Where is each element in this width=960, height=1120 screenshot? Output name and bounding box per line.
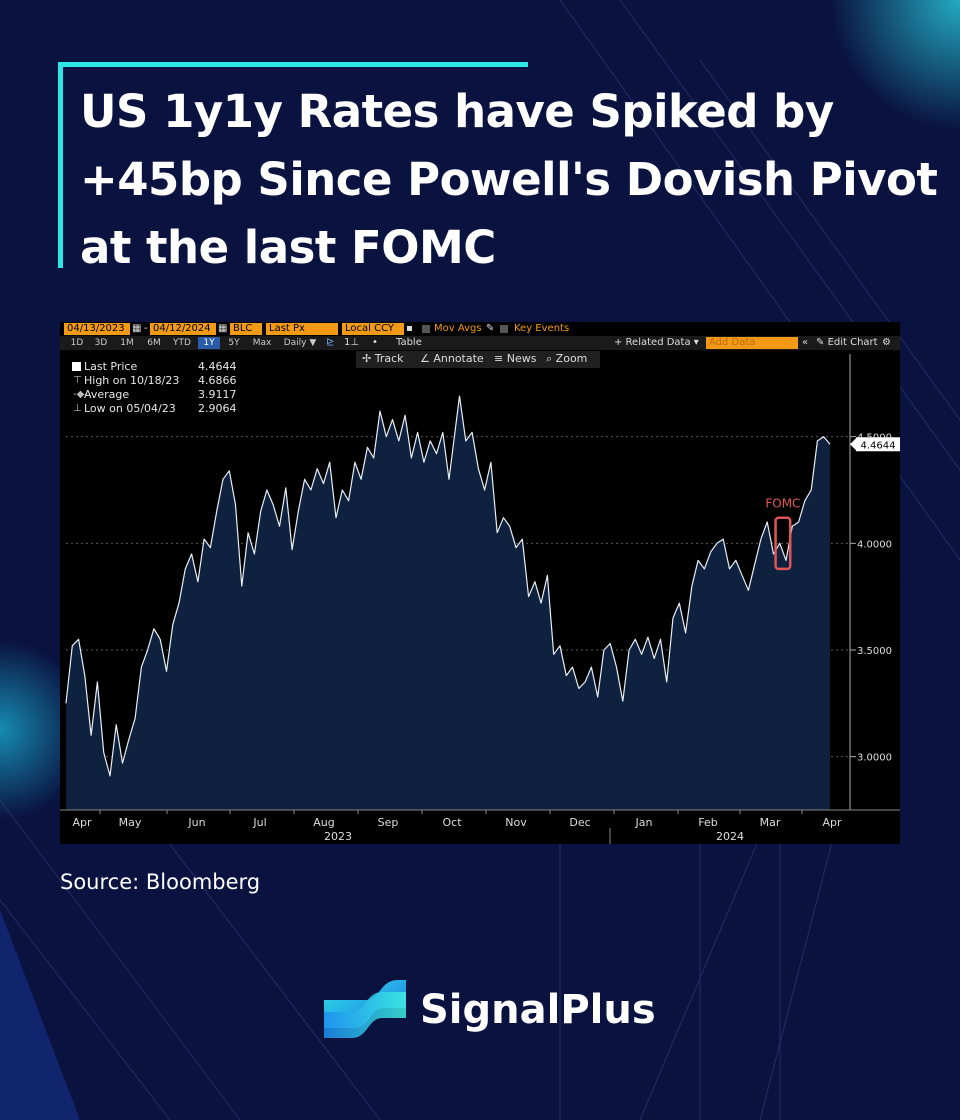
x-month-label: Feb <box>698 816 717 829</box>
annotate-button[interactable]: ∠ Annotate <box>420 352 484 365</box>
more-options-icon[interactable]: • <box>372 337 378 348</box>
track-label: Track <box>374 352 404 365</box>
legend-value: 2.9064 <box>198 402 237 415</box>
toolbar-row-1: 04/13/2023 ▦ - 04/12/2024 ▦ BLC Last Px … <box>60 322 900 336</box>
source-field[interactable]: BLC <box>230 323 262 335</box>
dropdown-icon[interactable]: ▪ <box>406 323 413 334</box>
news-label: News <box>506 352 537 365</box>
source-caption: Source: Bloomberg <box>60 870 261 894</box>
x-month-label: Jul <box>252 816 266 829</box>
period-tab-active[interactable]: 1Y <box>198 337 220 349</box>
high-marker-icon: ⊤ <box>73 375 82 386</box>
x-month-label: Mar <box>760 816 781 829</box>
zoom-button[interactable]: ⌕ Zoom <box>546 352 588 365</box>
last-value-label: 4.4644 <box>861 440 896 451</box>
x-month-label: Dec <box>569 816 590 829</box>
legend-label: Low on 05/04/23 <box>84 402 176 415</box>
end-date-field[interactable]: 04/12/2024 <box>150 323 216 335</box>
fomc-annotation-label: FOMC <box>765 497 800 511</box>
x-month-label: Nov <box>505 816 527 829</box>
brand-logo: SignalPlus <box>322 978 656 1042</box>
checkbox-icon[interactable] <box>500 325 508 333</box>
series-area-fill <box>66 396 830 810</box>
table-button[interactable]: Table <box>396 337 422 348</box>
fomc-annotation-box <box>774 516 792 571</box>
price-field[interactable]: Last Px <box>266 323 338 335</box>
x-month-label: Sep <box>378 816 399 829</box>
accent-bar-top <box>58 62 528 67</box>
checkbox-icon[interactable] <box>72 362 81 371</box>
news-button[interactable]: ≡ News <box>494 352 537 365</box>
date-separator: - <box>144 323 148 334</box>
calendar-icon[interactable]: ▦ <box>218 323 228 334</box>
period-tab[interactable]: 1D <box>70 338 84 348</box>
edit-pencil-icon[interactable]: ✎ <box>486 323 495 334</box>
y-tick-label: 3.0000 <box>857 753 892 764</box>
period-tab[interactable]: 5Y <box>228 338 240 348</box>
edit-chart-button[interactable]: ✎ Edit Chart <box>816 337 878 348</box>
x-month-label: Oct <box>442 816 462 829</box>
gear-icon[interactable]: ⚙ <box>882 337 891 348</box>
legend-row-last-price: Last Price 4.4644 <box>72 360 240 374</box>
rate-chart[interactable]: 3.00003.50004.00004.5000AprMayJunJulAugS… <box>60 322 900 844</box>
edit-chart-label: Edit Chart <box>827 337 878 348</box>
legend-label: Average <box>84 388 130 401</box>
headline-line-1: US 1y1y Rates have Spiked by <box>80 85 834 138</box>
x-year-label: 2023 <box>324 830 352 843</box>
low-marker-icon: ⊥ <box>73 403 82 414</box>
signalplus-logo-icon <box>324 980 406 1038</box>
y-tick-label: 3.5000 <box>857 646 892 657</box>
headline: US 1y1y Rates have Spiked by +45bp Since… <box>80 78 938 282</box>
x-month-label: Aug <box>313 816 334 829</box>
series-line <box>65 395 831 777</box>
start-date-field[interactable]: 04/13/2023 <box>64 323 130 335</box>
bar-type-icon[interactable]: 1⊥ <box>344 337 360 348</box>
zoom-label: Zoom <box>555 352 588 365</box>
legend-row-high: ⊤ High on 10/18/23 4.6866 <box>72 374 240 388</box>
toolbar-row-2: 1D 3D 1M 6M YTD 1Y 5Y Max Daily ▼ ⊵ 1⊥ •… <box>60 336 900 350</box>
toolbar-row-3: ✢ Track ∠ Annotate ≡ News ⌕ Zoom <box>356 351 600 368</box>
legend-value: 4.4644 <box>198 360 237 373</box>
bloomberg-chart-panel: 04/13/2023 ▦ - 04/12/2024 ▦ BLC Last Px … <box>60 322 900 844</box>
collapse-icon[interactable]: « <box>802 337 809 348</box>
x-month-label: Jan <box>635 816 653 829</box>
chart-legend: Last Price 4.4644 ⊤ High on 10/18/23 4.6… <box>72 360 240 416</box>
key-events-toggle[interactable]: Key Events <box>514 323 570 334</box>
add-data-input[interactable]: Add Data <box>706 337 798 349</box>
frequency-select[interactable]: Daily ▼ <box>283 338 317 348</box>
related-data-button[interactable]: + Related Data ▾ <box>614 337 699 348</box>
legend-label: Last Price <box>84 360 138 373</box>
legend-value: 4.6866 <box>198 374 237 387</box>
mov-avgs-toggle[interactable]: Mov Avgs <box>434 323 482 334</box>
x-month-label: Jun <box>187 816 205 829</box>
last-value-arrow <box>850 438 856 451</box>
period-tab[interactable]: 6M <box>147 338 161 348</box>
legend-row-average: -◆- Average 3.9117 <box>72 388 240 402</box>
last-value-box <box>856 437 900 452</box>
annotate-label: Annotate <box>433 352 484 365</box>
headline-line-3: at the last FOMC <box>80 221 496 274</box>
x-month-label: Apr <box>822 816 842 829</box>
y-tick-label: 4.0000 <box>857 539 892 550</box>
legend-value: 3.9117 <box>198 388 237 401</box>
period-tab[interactable]: Max <box>252 338 272 348</box>
chart-type-icon[interactable]: ⊵ <box>326 337 335 348</box>
x-month-label: Apr <box>72 816 92 829</box>
period-tab[interactable]: 3D <box>94 338 108 348</box>
brand-name: SignalPlus <box>420 987 656 1033</box>
x-year-label: 2024 <box>716 830 744 843</box>
calendar-icon[interactable]: ▦ <box>132 323 142 334</box>
legend-row-low: ⊥ Low on 05/04/23 2.9064 <box>72 402 240 416</box>
x-month-label: May <box>119 816 142 829</box>
accent-bar-left <box>58 62 63 268</box>
track-button[interactable]: ✢ Track <box>362 352 404 365</box>
headline-line-2: +45bp Since Powell's Dovish Pivot <box>80 153 938 206</box>
period-tab[interactable]: 1M <box>120 338 134 348</box>
average-marker-icon: -◆- <box>73 389 88 400</box>
currency-field[interactable]: Local CCY <box>342 323 404 335</box>
period-tab[interactable]: YTD <box>173 338 191 348</box>
legend-label: High on 10/18/23 <box>84 374 180 387</box>
checkbox-icon[interactable] <box>422 325 430 333</box>
